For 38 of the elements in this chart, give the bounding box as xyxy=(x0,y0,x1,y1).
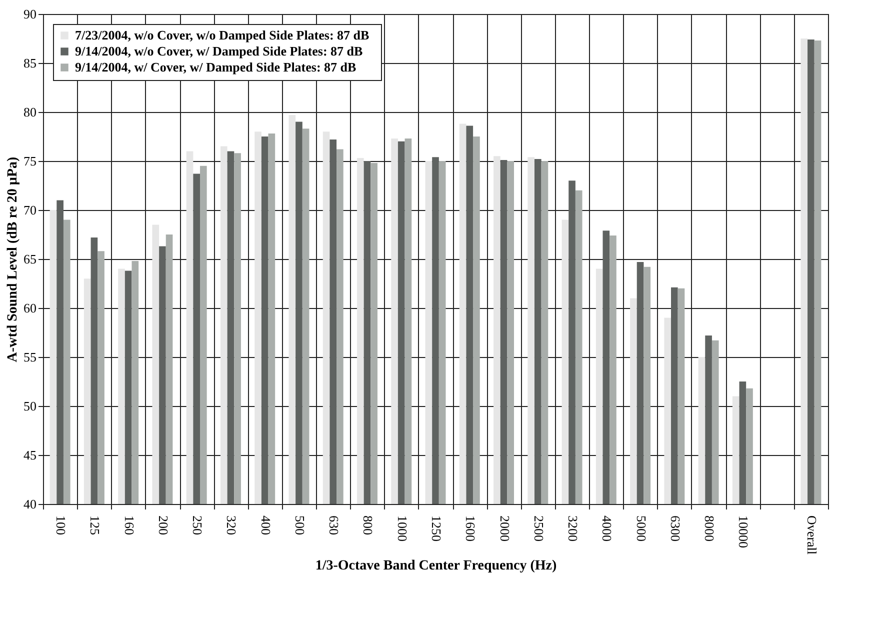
x-tick-label: 250 xyxy=(190,516,206,535)
x-tick-label: 800 xyxy=(360,516,376,535)
y-tick-label: 45 xyxy=(24,448,36,462)
x-tick-label: 1250 xyxy=(429,516,444,542)
x-tick-label: 4000 xyxy=(600,516,615,542)
x-tick-label: 160 xyxy=(122,516,137,535)
y-tick-label: 55 xyxy=(24,350,36,364)
x-tick-label: 6300 xyxy=(668,516,683,542)
x-tick-label: 630 xyxy=(326,516,342,535)
y-tick-label: 40 xyxy=(24,496,36,512)
legend-label: 9/14/2004, w/ Cover, w/ Damped Side Plates: 87 dB xyxy=(75,60,357,74)
x-tick-label: 8000 xyxy=(702,516,718,542)
x-axis-title: 1/3-Octave Band Center Frequency (Hz) xyxy=(315,558,557,574)
legend-label: 7/23/2004, w/o Cover, w/o Damped Side Plates: 87 dB xyxy=(75,28,370,42)
x-tick-label: 400 xyxy=(258,516,274,535)
y-tick-label: 65 xyxy=(24,252,36,266)
x-tick-label: 2500 xyxy=(531,516,546,542)
x-tick-label: Overall xyxy=(804,516,820,555)
x-tick-label: 100 xyxy=(54,516,69,535)
y-tick-label: 85 xyxy=(24,56,36,70)
y-tick-label: 50 xyxy=(24,398,36,414)
x-tick-label: 320 xyxy=(224,516,240,535)
x-tick-label: 3200 xyxy=(566,516,581,542)
x-tick-label: 125 xyxy=(88,516,103,535)
x-tick-label: 1000 xyxy=(394,516,410,542)
x-tick-label: 10000 xyxy=(736,516,752,548)
x-tick-label: 1600 xyxy=(463,516,478,542)
y-tick-label: 90 xyxy=(24,6,36,22)
y-tick-label: 80 xyxy=(24,104,36,120)
x-tick-label: 200 xyxy=(156,516,171,535)
y-tick-label: 75 xyxy=(24,154,36,168)
y-tick-label: 70 xyxy=(24,202,36,218)
x-tick-label: 5000 xyxy=(634,516,649,542)
legend-label: 9/14/2004, w/o Cover, w/ Damped Side Plates: 87 dB xyxy=(75,44,364,58)
x-tick-label: 2000 xyxy=(497,516,512,542)
y-tick-label: 60 xyxy=(24,300,36,316)
x-tick-label: 500 xyxy=(292,516,308,535)
y-axis-title: A-wtd Sound Level (dB re 20 µPa) xyxy=(6,156,20,362)
